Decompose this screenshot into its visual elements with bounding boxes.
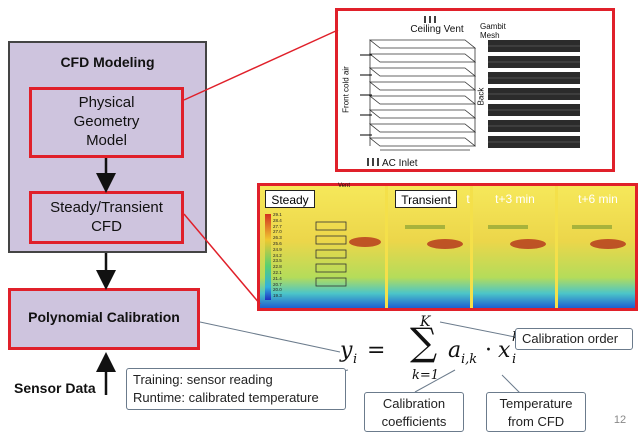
transient-tag: Transient xyxy=(395,190,457,208)
time-t6-label: t+6 min xyxy=(578,192,618,206)
time-t-label: t xyxy=(466,192,470,206)
cfd-modeling-panel xyxy=(8,41,207,253)
training-runtime-callout: Training: sensor reading Runtime: calibr… xyxy=(126,368,346,410)
steady-transient-label: Steady/Transient CFD xyxy=(50,199,163,235)
physical-geometry-box xyxy=(29,87,184,158)
sensor-data-label: Sensor Data xyxy=(14,380,96,396)
steady-tag: Steady xyxy=(265,190,315,208)
time-t3-label: t+3 min xyxy=(495,192,535,206)
polynomial-formula: y i = K ∑ k=1 a i,k · x k i xyxy=(340,314,530,390)
formula-x-sub: i xyxy=(512,352,517,367)
formula-x: x xyxy=(498,338,511,363)
page-number: 12 xyxy=(613,414,627,426)
formula-a: a xyxy=(448,338,462,363)
formula-equals: = xyxy=(367,338,386,363)
formula-a-sub: i,k xyxy=(461,352,478,367)
polynomial-calibration-label: Polynomial Calibration xyxy=(28,309,180,325)
ac-inlet-label: AC Inlet xyxy=(382,158,418,169)
formula-sum-bottom: k=1 xyxy=(412,368,440,383)
calibration-order-callout: Calibration order xyxy=(515,328,633,350)
vent-label: Vent xyxy=(337,183,350,189)
formula-sum-top: K xyxy=(420,314,431,330)
physical-geometry-label: Physical Geometry Model xyxy=(73,94,140,149)
formula-y-sub: i xyxy=(353,352,358,367)
gambit-mesh-label: Gambit Mesh xyxy=(480,22,506,40)
colorbar-ticks: 29.1 28.4 27.7 27.0 26.3 25.6 24.9 24.2 23.5… xyxy=(273,212,282,299)
formula-dot: · xyxy=(485,338,492,363)
cfd-modeling-title: CFD Modeling xyxy=(60,54,155,70)
ceiling-vent-label: Ceiling Vent xyxy=(410,24,464,35)
coefficients-callout: Calibration coefficients xyxy=(364,392,464,432)
formula-y: y xyxy=(340,338,353,363)
temperature-callout: Temperature from CFD xyxy=(486,392,586,432)
formula-sigma: ∑ xyxy=(410,320,438,364)
